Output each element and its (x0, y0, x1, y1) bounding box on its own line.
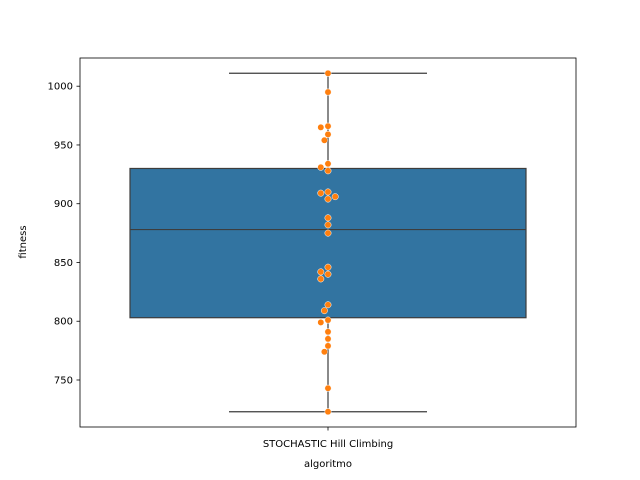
data-point (317, 268, 325, 276)
data-point (324, 195, 332, 203)
data-point (324, 328, 332, 336)
y-tick-label: 750 (54, 375, 73, 386)
data-point (324, 69, 332, 77)
data-point (320, 348, 328, 356)
x-tick-label: STOCHASTIC Hill Climbing (263, 439, 393, 450)
data-point (324, 270, 332, 278)
data-point (317, 123, 325, 131)
data-point (324, 342, 332, 350)
data-point (324, 263, 332, 271)
y-axis-label: fitness (18, 225, 29, 258)
data-point (324, 221, 332, 229)
y-tick-label: 950 (54, 140, 73, 151)
data-point (324, 167, 332, 175)
x-axis: STOCHASTIC Hill Climbing (263, 427, 393, 450)
data-point (317, 189, 325, 197)
data-point (324, 301, 332, 309)
data-point (317, 318, 325, 326)
data-point (324, 88, 332, 96)
data-point (317, 163, 325, 171)
data-point (324, 384, 332, 392)
data-point (317, 275, 325, 283)
data-point (331, 193, 339, 201)
plot-area (129, 69, 527, 416)
y-tick-label: 800 (54, 317, 73, 328)
data-point (324, 335, 332, 343)
data-point (324, 316, 332, 324)
data-point (320, 307, 328, 315)
data-point (324, 408, 332, 416)
data-point (324, 188, 332, 196)
data-point (324, 122, 332, 130)
data-point (320, 136, 328, 144)
y-tick-label: 1000 (48, 82, 73, 93)
data-point (324, 214, 332, 222)
data-point (324, 229, 332, 237)
data-point (324, 160, 332, 168)
x-axis-label: algoritmo (304, 459, 352, 470)
y-axis: 750 800 850 900 950 1000 (48, 82, 80, 386)
y-tick-label: 850 (54, 258, 73, 269)
y-tick-label: 900 (54, 199, 73, 210)
data-point (324, 130, 332, 138)
